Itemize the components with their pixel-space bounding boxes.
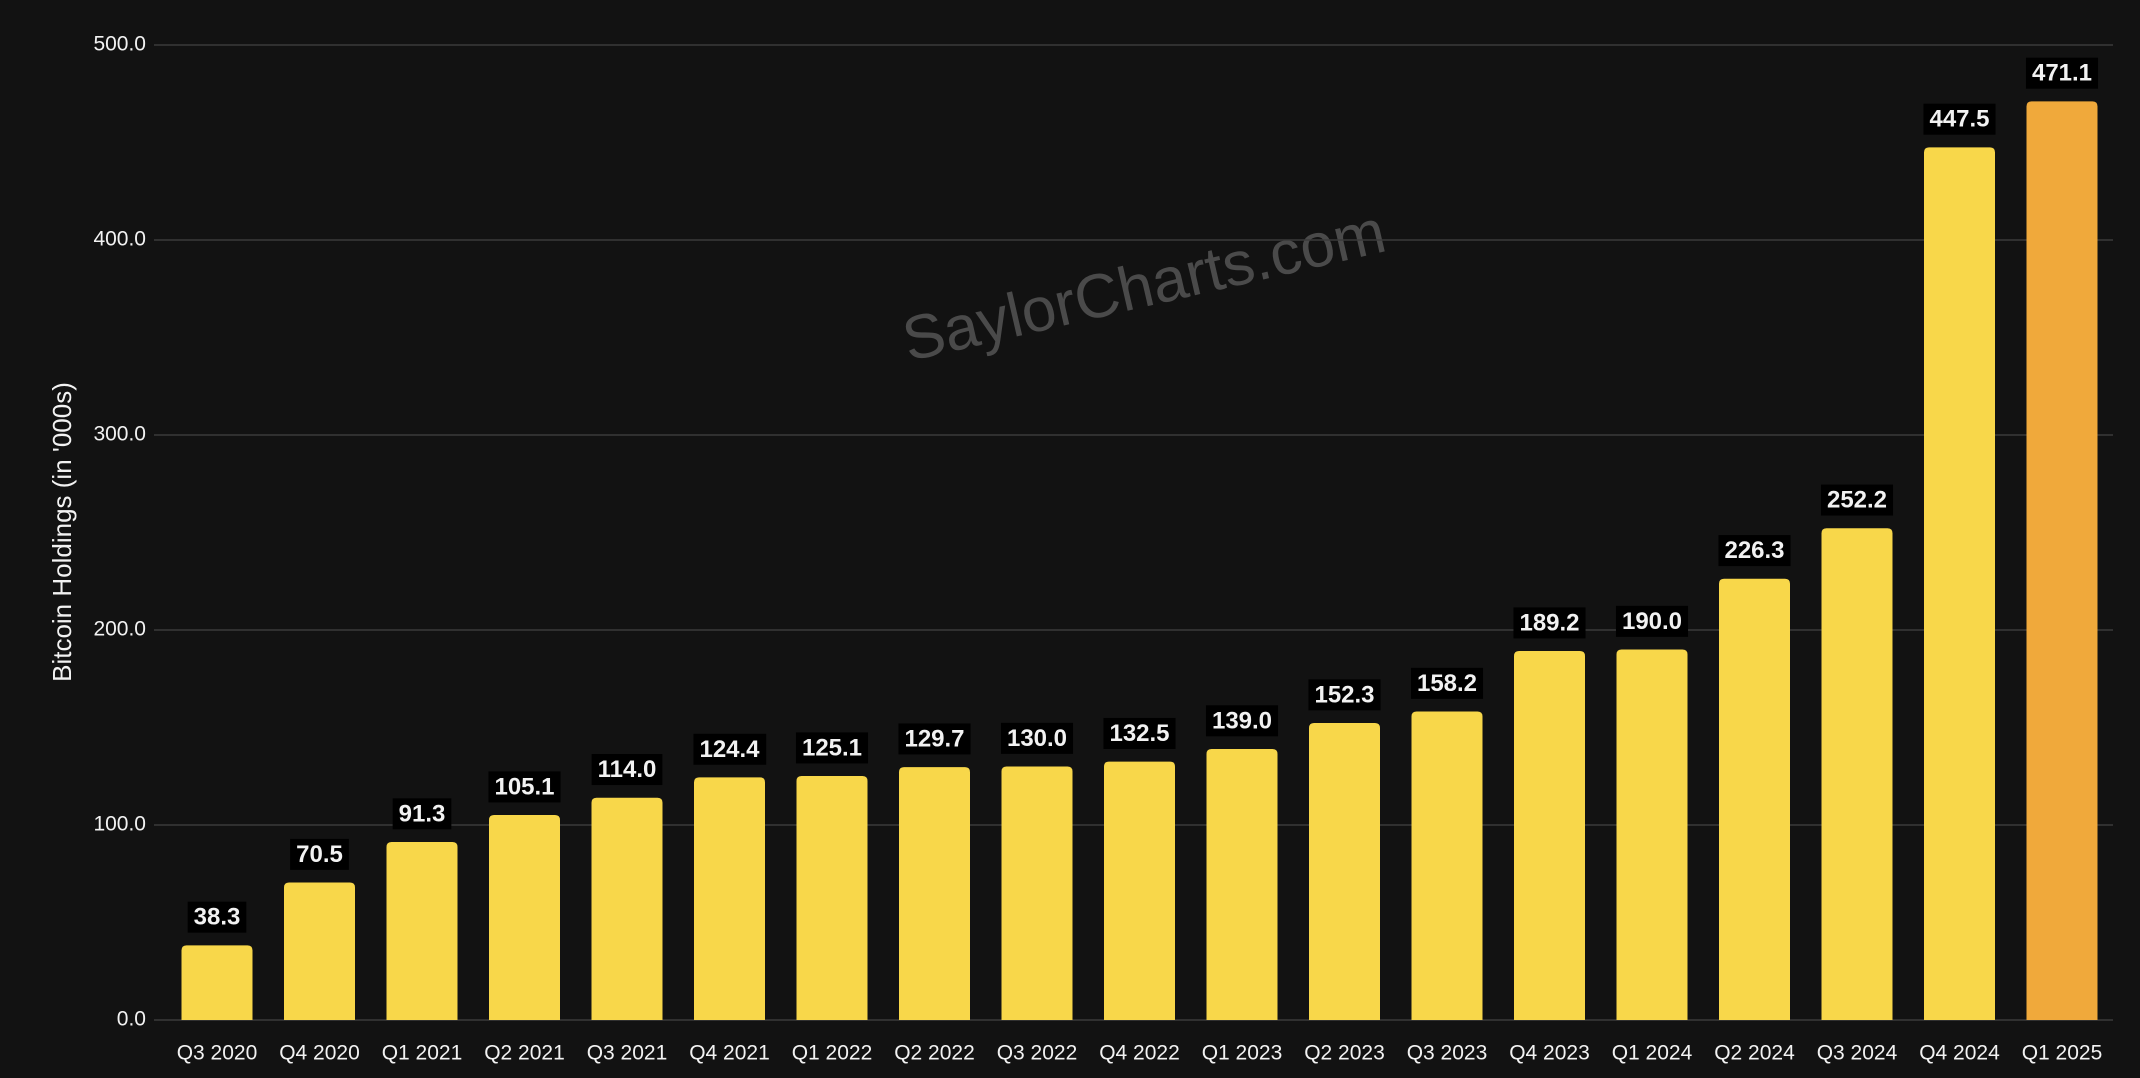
x-tick-label: Q1 2025 [2022, 1042, 2103, 1065]
bar [284, 882, 355, 1020]
value-label: 158.2 [1417, 670, 1477, 697]
x-tick-label: Q3 2024 [1817, 1042, 1898, 1065]
x-tick-label: Q3 2022 [997, 1042, 1078, 1065]
x-tick-label: Q2 2021 [484, 1042, 565, 1065]
bar [1001, 766, 1073, 1020]
value-label: 130.0 [1007, 725, 1067, 752]
bar [1104, 761, 1175, 1020]
x-tick-label: Q3 2020 [177, 1042, 258, 1065]
bar [1309, 723, 1380, 1020]
value-label: 124.4 [699, 736, 760, 763]
y-axis-label: Bitcoin Holdings (in '000s) [47, 382, 77, 682]
value-label: 125.1 [802, 734, 862, 761]
bar [181, 945, 253, 1020]
bar [1821, 528, 1893, 1020]
bar [1719, 578, 1790, 1020]
value-label-bg [1615, 605, 1689, 637]
value-label-bg [290, 838, 349, 870]
value-label: 252.2 [1827, 487, 1887, 514]
x-tick-label: Q2 2024 [1714, 1042, 1795, 1065]
value-label-bg [591, 754, 663, 786]
bar [386, 841, 458, 1020]
x-tick-label: Q2 2022 [894, 1042, 975, 1065]
value-label: 129.7 [904, 725, 964, 752]
value-label: 226.3 [1724, 537, 1784, 564]
value-label: 132.5 [1109, 720, 1169, 747]
x-tick-label: Q4 2021 [689, 1042, 770, 1065]
value-label: 70.5 [296, 841, 343, 868]
y-tick-label: 100.0 [93, 813, 146, 836]
x-tick-label: Q4 2024 [1919, 1042, 2000, 1065]
bar [1514, 651, 1585, 1020]
value-label-bg [1410, 667, 1484, 699]
value-label: 152.3 [1314, 681, 1374, 708]
y-tick-label: 300.0 [93, 423, 146, 446]
y-tick-label: 500.0 [93, 33, 146, 56]
bar [1616, 649, 1688, 1020]
value-label: 91.3 [399, 800, 446, 827]
value-label: 38.3 [194, 904, 241, 931]
x-tick-label: Q4 2023 [1509, 1042, 1590, 1065]
bar [796, 776, 868, 1020]
bar [694, 777, 765, 1020]
value-label-bg [693, 733, 767, 765]
x-tick-label: Q1 2021 [382, 1042, 463, 1065]
x-tick-label: Q2 2023 [1304, 1042, 1385, 1065]
value-label-bg [1000, 722, 1074, 754]
value-label-bg [187, 901, 247, 933]
x-tick-label: Q4 2020 [279, 1042, 360, 1065]
bar [591, 797, 663, 1020]
value-label-bg [1205, 705, 1279, 737]
value-label-bg [1513, 607, 1586, 639]
bar [1411, 711, 1483, 1020]
x-tick-label: Q3 2021 [587, 1042, 668, 1065]
bar [1924, 147, 1995, 1020]
value-label: 447.5 [1929, 106, 1989, 133]
y-tick-label: 400.0 [93, 228, 146, 251]
x-tick-label: Q3 2023 [1407, 1042, 1488, 1065]
value-label-bg [1103, 717, 1176, 749]
value-label-bg [1308, 679, 1381, 711]
x-tick-label: Q1 2023 [1202, 1042, 1283, 1065]
value-label: 139.0 [1212, 707, 1272, 734]
value-label: 189.2 [1519, 609, 1579, 636]
value-label-bg [795, 732, 869, 764]
y-tick-label: 0.0 [117, 1008, 146, 1031]
bar [2026, 101, 2098, 1021]
value-label: 105.1 [494, 773, 554, 800]
value-label-bg [1923, 103, 1996, 135]
value-label: 190.0 [1622, 608, 1682, 635]
value-label-bg [1820, 484, 1894, 516]
y-tick-label: 200.0 [93, 618, 146, 641]
value-label-bg [488, 771, 561, 803]
bar [1206, 748, 1278, 1020]
bar [489, 815, 560, 1020]
value-label-bg [392, 798, 452, 830]
value-label-bg [2025, 57, 2099, 89]
x-tick-label: Q4 2022 [1099, 1042, 1180, 1065]
value-label-bg [1718, 535, 1791, 567]
value-label: 114.0 [598, 756, 657, 783]
bar [899, 767, 970, 1020]
x-tick-label: Q1 2024 [1612, 1042, 1693, 1065]
value-label: 471.1 [2032, 60, 2092, 87]
value-label-bg [898, 723, 971, 755]
x-tick-label: Q1 2022 [792, 1042, 873, 1065]
